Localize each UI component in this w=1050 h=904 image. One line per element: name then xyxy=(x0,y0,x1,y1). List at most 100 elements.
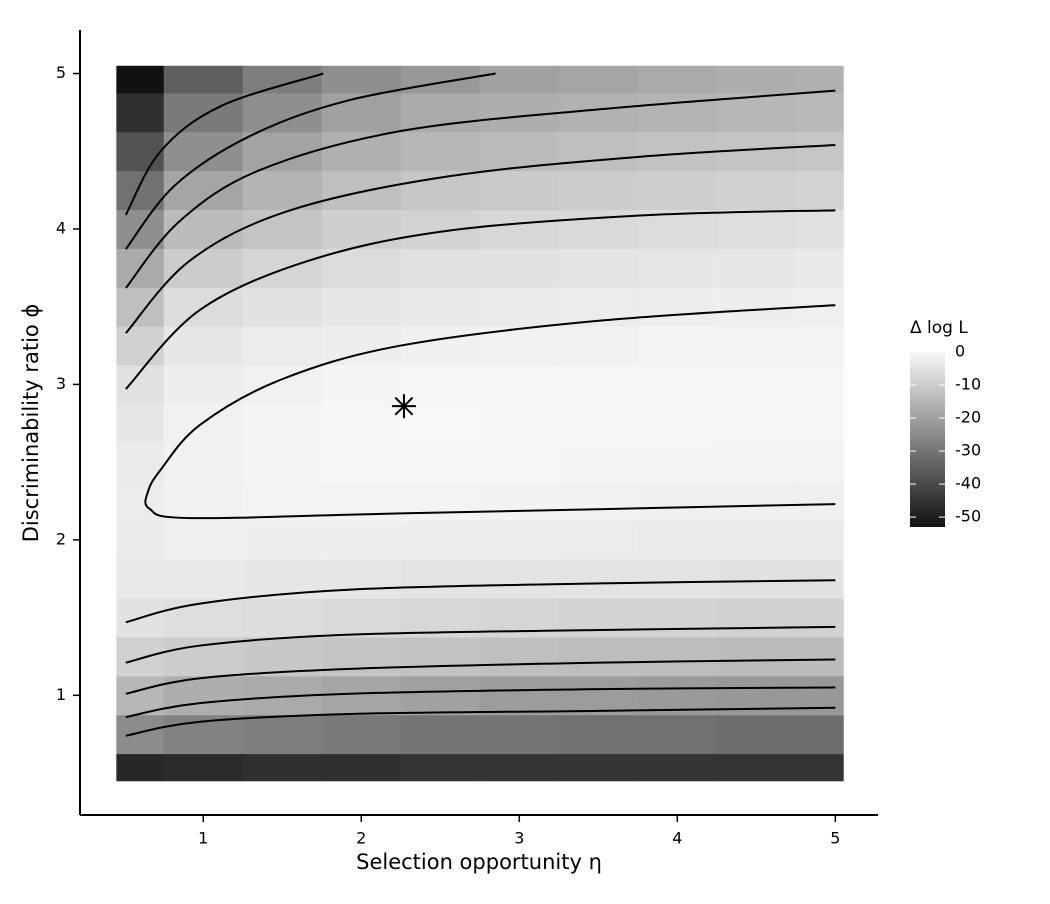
heatmap-cell xyxy=(321,442,402,483)
heatmap-cell xyxy=(637,287,718,327)
heatmap-cell xyxy=(116,170,165,211)
heatmap-cell xyxy=(400,248,481,288)
heatmap-cell xyxy=(242,753,323,782)
heatmap-cell xyxy=(321,131,402,172)
colorbar-tick-label: -50 xyxy=(955,507,981,526)
heatmap-cell xyxy=(321,403,402,444)
heatmap-cell xyxy=(637,65,718,94)
heatmap-cell xyxy=(637,598,718,638)
heatmap-cell xyxy=(558,598,639,638)
heatmap-cell xyxy=(716,287,797,327)
heatmap-cell xyxy=(795,65,844,94)
heatmap-cell xyxy=(479,559,560,599)
heatmap-cell xyxy=(242,92,323,133)
heatmap-cell xyxy=(716,65,797,94)
colorbar-title: Δ log L xyxy=(910,318,968,338)
heatmap-cell xyxy=(479,442,560,483)
heatmap-cell xyxy=(479,209,560,249)
heatmap-cell xyxy=(400,520,481,560)
heatmap-cell xyxy=(716,364,797,405)
heatmap-cell xyxy=(400,364,481,405)
heatmap-cell xyxy=(116,637,165,677)
heatmap-cell xyxy=(321,170,402,211)
heatmap-cell xyxy=(116,753,165,782)
y-tick-label: 4 xyxy=(56,218,66,237)
heatmap-cell xyxy=(558,65,639,94)
heatmap-cell xyxy=(321,65,402,94)
heatmap-cell xyxy=(400,714,481,755)
heatmap-cell xyxy=(795,442,844,483)
heatmap-cell xyxy=(479,714,560,755)
heatmap-cell xyxy=(242,714,323,755)
heatmap-cell xyxy=(795,326,844,366)
heatmap-cell xyxy=(558,131,639,172)
heatmap-cell xyxy=(163,92,244,133)
heatmap-cell xyxy=(163,753,244,782)
colorbar-tick-label: -20 xyxy=(955,408,981,427)
heatmap xyxy=(116,65,844,782)
heatmap-cell xyxy=(242,131,323,172)
heatmap-cell xyxy=(637,637,718,677)
heatmap-cell xyxy=(795,598,844,638)
heatmap-cell xyxy=(716,559,797,599)
colorbar xyxy=(910,352,945,527)
contour-line xyxy=(125,658,836,695)
heatmap-cell xyxy=(242,65,323,94)
heatmap-cell xyxy=(795,131,844,172)
heatmap-cell xyxy=(479,753,560,782)
heatmap-cell xyxy=(116,403,165,444)
heatmap-cell xyxy=(242,287,323,327)
colorbar-tick-label: -40 xyxy=(955,474,981,493)
heatmap-cell xyxy=(321,598,402,638)
contour-line xyxy=(125,625,836,664)
heatmap-cell xyxy=(479,637,560,677)
heatmap-cell xyxy=(163,598,244,638)
heatmap-cell xyxy=(558,326,639,366)
heatmap-cell xyxy=(795,520,844,560)
heatmap-cell xyxy=(479,364,560,405)
heatmap-cell xyxy=(321,326,402,366)
heatmap-cell xyxy=(716,520,797,560)
heatmap-cell xyxy=(321,209,402,249)
heatmap-cell xyxy=(242,209,323,249)
heatmap-cell xyxy=(400,637,481,677)
heatmap-cell xyxy=(400,326,481,366)
heatmap-cell xyxy=(242,442,323,483)
heatmap-cell xyxy=(321,92,402,133)
heatmap-cell xyxy=(321,287,402,327)
heatmap-cell xyxy=(479,65,560,94)
heatmap-cell xyxy=(558,520,639,560)
heatmap-cell xyxy=(558,403,639,444)
heatmap-cell xyxy=(163,559,244,599)
heatmap-cell xyxy=(558,675,639,716)
colorbar-tick-label: -10 xyxy=(955,375,981,394)
heatmap-cell xyxy=(242,403,323,444)
heatmap-cell xyxy=(400,287,481,327)
heatmap-cell xyxy=(558,248,639,288)
heatmap-cell xyxy=(716,598,797,638)
heatmap-cell xyxy=(116,326,165,366)
heatmap-cell xyxy=(479,287,560,327)
heatmap-cell xyxy=(116,559,165,599)
contour-line xyxy=(124,72,324,216)
heatmap-cell xyxy=(163,481,244,521)
heatmap-cell xyxy=(321,559,402,599)
heatmap-cell xyxy=(716,209,797,249)
heatmap-cell xyxy=(716,714,797,755)
heatmap-cell xyxy=(795,403,844,444)
heatmap-cell xyxy=(321,753,402,782)
x-tick-label: 5 xyxy=(830,829,840,848)
heatmap-cell xyxy=(716,442,797,483)
heatmap-cell xyxy=(558,559,639,599)
heatmap-cell xyxy=(637,442,718,483)
contour-line xyxy=(144,304,836,520)
heatmap-cell xyxy=(321,364,402,405)
heatmap-cell xyxy=(400,481,481,521)
heatmap-cell xyxy=(163,131,244,172)
heatmap-cell xyxy=(116,65,165,94)
heatmap-cell xyxy=(479,248,560,288)
heatmap-cell xyxy=(716,481,797,521)
heatmap-cell xyxy=(242,520,323,560)
y-axis-label: Discriminability ratio ϕ xyxy=(19,304,43,543)
